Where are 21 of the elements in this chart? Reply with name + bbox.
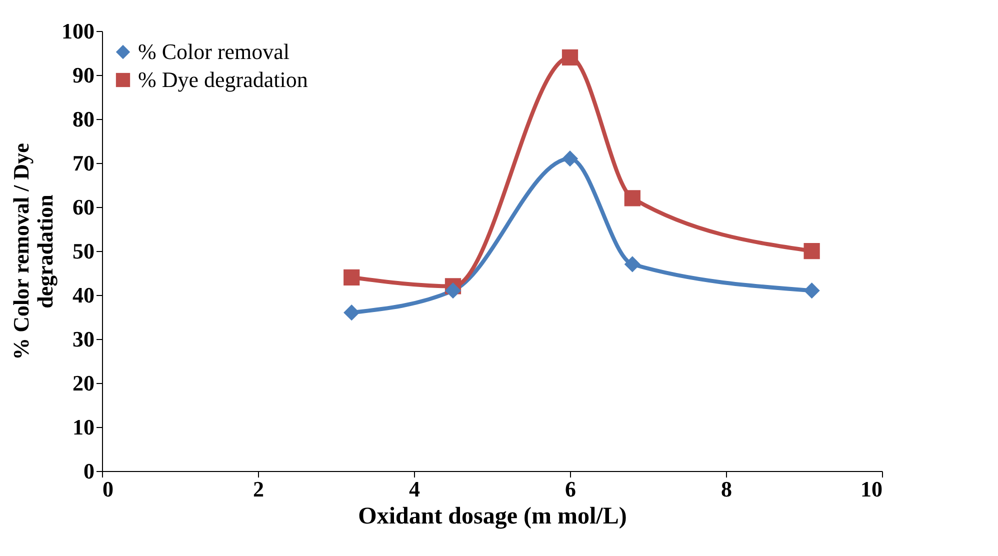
legend-label: % Dye degradation — [138, 67, 308, 92]
y-axis-title: % Color removal / Dye degradation — [8, 142, 58, 360]
y-tick-label: 10 — [72, 414, 94, 440]
y-tick-label: 60 — [72, 194, 94, 220]
y-tick-label: 80 — [72, 106, 94, 132]
x-tick-label: 8 — [721, 476, 732, 502]
x-tick-label: 0 — [102, 476, 114, 502]
y-tick-label: 40 — [72, 282, 94, 308]
y-tick-label: 90 — [72, 62, 94, 88]
x-tick-label: 6 — [565, 476, 576, 502]
legend-label: % Color removal — [138, 39, 290, 64]
y-tick-label: 70 — [72, 150, 94, 176]
y-tick-label: 30 — [72, 326, 94, 352]
y-tick-label: 50 — [72, 238, 94, 264]
x-tick-label: 10 — [860, 476, 882, 502]
y-tick-label: 0 — [84, 458, 94, 484]
y-tick-label: 20 — [72, 370, 94, 396]
x-axis-title: Oxidant dosage (m mol/L) — [358, 504, 627, 530]
y-tick-label: 100 — [62, 18, 94, 44]
x-tick-label: 4 — [409, 476, 420, 502]
x-tick-label: 2 — [253, 476, 264, 502]
